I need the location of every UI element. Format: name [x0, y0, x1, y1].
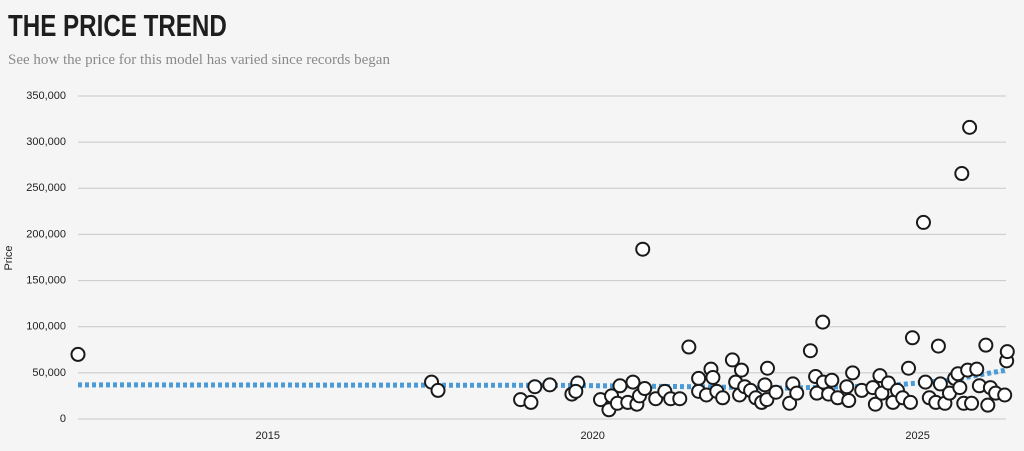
data-point: [997, 387, 1013, 403]
data-point: [845, 365, 861, 381]
data-point: [969, 361, 985, 377]
data-point: [715, 390, 731, 406]
data-point: [841, 393, 857, 409]
data-point: [964, 395, 980, 411]
data-point: [954, 166, 970, 182]
data-point: [815, 314, 831, 330]
data-point: [824, 372, 840, 388]
y-tick-label: 0: [60, 413, 66, 425]
data-point: [867, 396, 883, 412]
data-point: [782, 395, 798, 411]
x-tick-label: 2020: [580, 430, 604, 442]
chart-title: THE PRICE TREND: [8, 8, 227, 43]
data-point: [681, 339, 697, 355]
data-point: [917, 374, 933, 390]
data-point: [901, 360, 917, 376]
y-tick-label: 350,000: [26, 90, 66, 102]
data-point: [527, 379, 543, 395]
data-point: [952, 380, 968, 396]
y-tick-label: 300,000: [26, 136, 66, 148]
y-tick-label: 100,000: [26, 321, 66, 333]
data-point: [902, 394, 918, 410]
data-point: [839, 379, 855, 395]
data-point: [705, 369, 721, 385]
data-point: [691, 370, 707, 386]
data-point: [962, 119, 978, 135]
data-point: [768, 384, 784, 400]
data-point: [672, 391, 688, 407]
data-point: [980, 397, 996, 413]
data-point: [724, 352, 740, 368]
y-tick-label: 200,000: [26, 228, 66, 240]
data-point: [930, 338, 946, 354]
data-point: [760, 360, 776, 376]
data-point: [70, 346, 86, 362]
data-point: [612, 378, 628, 394]
data-point: [568, 383, 584, 399]
data-point: [915, 214, 931, 230]
y-tick-label: 250,000: [26, 182, 66, 194]
data-point: [635, 241, 651, 257]
data-point: [757, 377, 773, 393]
data-point: [734, 362, 750, 378]
data-point: [802, 343, 818, 359]
data-point: [625, 374, 641, 390]
data-point: [978, 337, 994, 353]
data-point: [430, 382, 446, 398]
y-tick-label: 50,000: [32, 367, 66, 379]
data-point: [999, 344, 1015, 360]
y-tick-label: 150,000: [26, 274, 66, 286]
x-tick-label: 2015: [256, 430, 280, 442]
data-point: [523, 394, 539, 410]
y-axis-label: Price: [3, 245, 15, 270]
data-point: [542, 377, 558, 393]
data-point: [932, 376, 948, 392]
data-point: [637, 381, 653, 397]
chart-subtitle: See how the price for this model has var…: [8, 52, 390, 68]
x-tick-label: 2025: [905, 430, 929, 442]
data-point: [904, 330, 920, 346]
data-point: [789, 385, 805, 401]
